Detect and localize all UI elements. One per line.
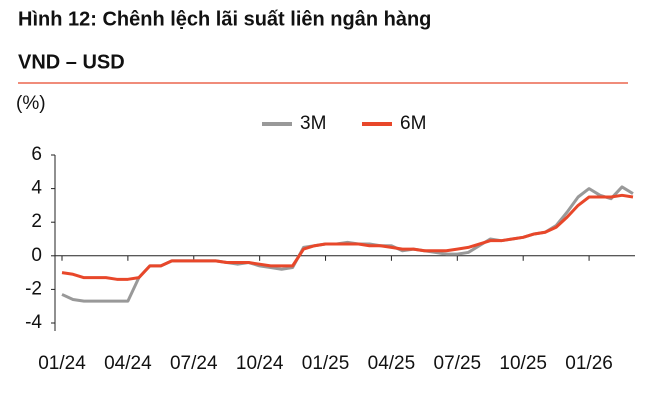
x-tick-label: 07/25 xyxy=(434,353,482,374)
x-tick-label: 04/24 xyxy=(104,353,152,374)
series-line xyxy=(61,193,634,281)
y-tick-label: 4 xyxy=(31,178,42,199)
chart-title: Hình 12: Chênh lệch lãi suất liên ngân h… xyxy=(18,8,431,30)
x-tick-label: 10/24 xyxy=(236,353,284,374)
y-tick-label: 0 xyxy=(31,245,42,266)
legend-label: 6M xyxy=(400,113,426,134)
y-tick-label: 2 xyxy=(31,211,42,232)
y-tick-label: 6 xyxy=(31,144,42,165)
chart-title: VND – USD xyxy=(18,51,125,73)
x-tick-label: 01/24 xyxy=(38,353,86,374)
x-tick-label: 10/25 xyxy=(499,353,547,374)
y-tick-label: -2 xyxy=(25,278,42,299)
x-tick-label: 07/24 xyxy=(170,353,218,374)
y-axis-label: (%) xyxy=(16,93,46,114)
legend-label: 3M xyxy=(300,113,326,134)
x-tick-label: 04/25 xyxy=(368,353,416,374)
y-tick-label: -4 xyxy=(25,312,42,333)
x-tick-label: 01/25 xyxy=(302,353,350,374)
x-tick-label: 01/26 xyxy=(565,353,613,374)
